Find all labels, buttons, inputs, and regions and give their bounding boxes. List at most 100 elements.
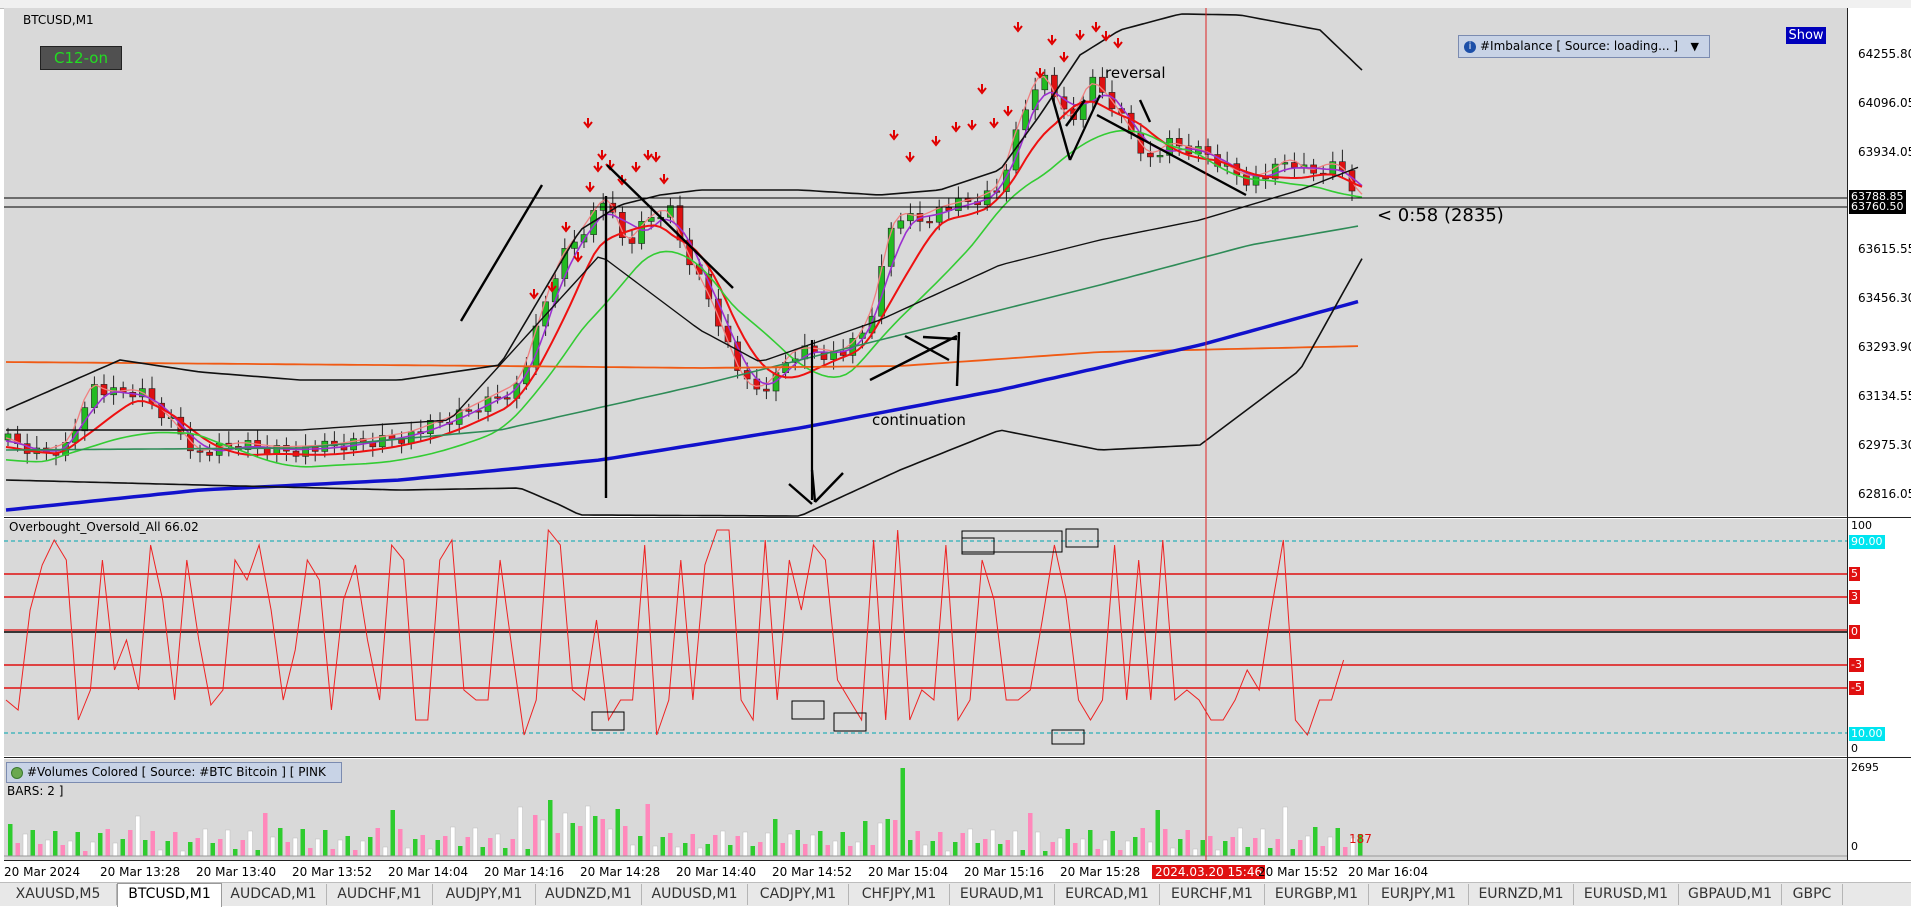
tab-audnzd-m1[interactable]: AUDNZD,M1 bbox=[536, 884, 642, 905]
tab-scroll-arrows[interactable] bbox=[1843, 884, 1911, 905]
trendline-drawings bbox=[459, 8, 1247, 860]
tab-cadjpy-m1[interactable]: CADJPY,M1 bbox=[748, 884, 849, 905]
volume-bar bbox=[607, 828, 613, 857]
tab-audusd-m1[interactable]: AUDUSD,M1 bbox=[642, 884, 748, 905]
volume-bar bbox=[742, 831, 748, 857]
tab-eurnzd-m1[interactable]: EURNZD,M1 bbox=[1469, 884, 1574, 905]
volume-bar bbox=[795, 830, 800, 856]
volume-bar bbox=[1223, 841, 1228, 856]
volume-bar bbox=[960, 833, 965, 856]
tab-eurusd-m1[interactable]: EURUSD,M1 bbox=[1574, 884, 1679, 905]
volume-bar bbox=[510, 839, 515, 856]
ma-red bbox=[5, 100, 1363, 456]
sell-arrow-icon bbox=[905, 152, 915, 163]
sell-arrow-icon bbox=[1075, 30, 1085, 41]
show-button[interactable]: Show bbox=[1786, 27, 1826, 44]
volume-bar bbox=[1275, 839, 1280, 856]
tab-gbpaud-m1[interactable]: GBPAUD,M1 bbox=[1679, 884, 1782, 905]
candle-body bbox=[494, 396, 501, 399]
sell-arrow-icon bbox=[967, 120, 977, 131]
volume-bar bbox=[660, 837, 665, 856]
oscillator-pane[interactable] bbox=[4, 519, 1847, 756]
price-tick: 64096.05 bbox=[1858, 96, 1911, 110]
tab-eurgbp-m1[interactable]: EURGBP,M1 bbox=[1265, 884, 1369, 905]
tab-xauusd-m5[interactable]: XAUUSD,M5 bbox=[0, 884, 117, 905]
volumes-indicator-label[interactable]: #Volumes Colored [ Source: #BTC Bitcoin … bbox=[6, 762, 342, 798]
volume-bar bbox=[562, 812, 568, 857]
chevron-down-icon[interactable]: ▼ bbox=[1690, 40, 1699, 53]
volume-bar bbox=[315, 838, 321, 857]
volume-bar bbox=[180, 850, 186, 857]
candle-body bbox=[398, 439, 405, 444]
sell-arrow-icon bbox=[659, 174, 669, 185]
tab-gbpc[interactable]: GBPC bbox=[1782, 884, 1843, 905]
volume-bar bbox=[1313, 827, 1318, 856]
volume-bar bbox=[285, 842, 290, 856]
volume-bar bbox=[128, 830, 133, 856]
main-chart-pane[interactable] bbox=[4, 8, 1847, 516]
tab-eurchf-m1[interactable]: EURCHF,M1 bbox=[1160, 884, 1265, 905]
volume-bar bbox=[728, 845, 733, 856]
volume-bar bbox=[517, 806, 523, 857]
volume-bar bbox=[1050, 842, 1055, 856]
pane-separator[interactable] bbox=[4, 517, 1911, 518]
volume-bar bbox=[240, 840, 245, 856]
trendline bbox=[922, 335, 958, 341]
tab-audcad-m1[interactable]: AUDCAD,M1 bbox=[221, 884, 327, 905]
tab-eurjpy-m1[interactable]: EURJPY,M1 bbox=[1369, 884, 1469, 905]
tab-audjpy-m1[interactable]: AUDJPY,M1 bbox=[433, 884, 536, 905]
pane-separator[interactable] bbox=[4, 757, 1911, 758]
time-label: 20 Mar 14:52 bbox=[772, 865, 853, 879]
volume-bar bbox=[465, 837, 470, 856]
volume-bar bbox=[210, 843, 215, 856]
volume-bar bbox=[1245, 847, 1250, 856]
volume-bar bbox=[375, 828, 380, 856]
volume-bar bbox=[593, 816, 598, 856]
sell-arrow-icon bbox=[593, 162, 603, 173]
volume-bar bbox=[443, 836, 448, 856]
candle-body bbox=[1291, 162, 1298, 168]
volume-bar bbox=[765, 832, 771, 857]
volume-bar bbox=[112, 842, 118, 857]
trendline bbox=[904, 334, 950, 362]
ma-orange bbox=[5, 345, 1359, 369]
bar-countdown: < 0:58 (2835) bbox=[1377, 205, 1504, 226]
time-axis[interactable] bbox=[0, 861, 1911, 881]
tab-btcusd-m1[interactable]: BTCUSD,M1 bbox=[117, 883, 222, 907]
volume-bar bbox=[270, 836, 276, 857]
trendline bbox=[788, 483, 813, 505]
imbalance-panel[interactable]: i #Imbalance [ Source: loading... ] ▼ bbox=[1458, 35, 1710, 58]
volume-bar bbox=[810, 834, 816, 857]
volume-bar bbox=[1237, 827, 1243, 857]
tab-audchf-m1[interactable]: AUDCHF,M1 bbox=[327, 884, 433, 905]
volume-bar bbox=[360, 840, 366, 857]
volume-bar bbox=[278, 828, 283, 856]
signal-box bbox=[961, 537, 995, 555]
candle-body bbox=[1156, 155, 1164, 158]
tab-eurcad-m1[interactable]: EURCAD,M1 bbox=[1055, 884, 1160, 905]
volume-bar bbox=[533, 815, 538, 856]
tab-euraud-m1[interactable]: EURAUD,M1 bbox=[950, 884, 1055, 905]
volume-bar bbox=[848, 846, 853, 856]
osc-axis-top: 100 bbox=[1851, 519, 1872, 532]
sell-arrow-icon bbox=[643, 150, 653, 161]
volume-bar bbox=[1110, 831, 1115, 856]
volume-bar bbox=[390, 810, 395, 856]
volume-last-value: 187 bbox=[1349, 832, 1372, 846]
volume-bar bbox=[975, 843, 980, 856]
sell-arrow-icon bbox=[561, 222, 571, 233]
volume-bar bbox=[922, 844, 928, 857]
volume-bar bbox=[623, 826, 628, 856]
volume-bar bbox=[570, 823, 575, 856]
tab-chfjpy-m1[interactable]: CHFJPY,M1 bbox=[849, 884, 950, 905]
bollinger-upper bbox=[5, 13, 1363, 411]
c12-toggle-button[interactable]: C12-on bbox=[40, 46, 122, 70]
price-axis[interactable] bbox=[1847, 8, 1911, 860]
volume-bar bbox=[405, 847, 411, 857]
candle-body bbox=[897, 220, 905, 229]
volume-axis-top: 2695 bbox=[1851, 761, 1879, 774]
volume-bar bbox=[480, 847, 485, 856]
volume-bar bbox=[458, 846, 463, 856]
volume-bar bbox=[1305, 835, 1311, 857]
volume-bar bbox=[247, 830, 253, 857]
